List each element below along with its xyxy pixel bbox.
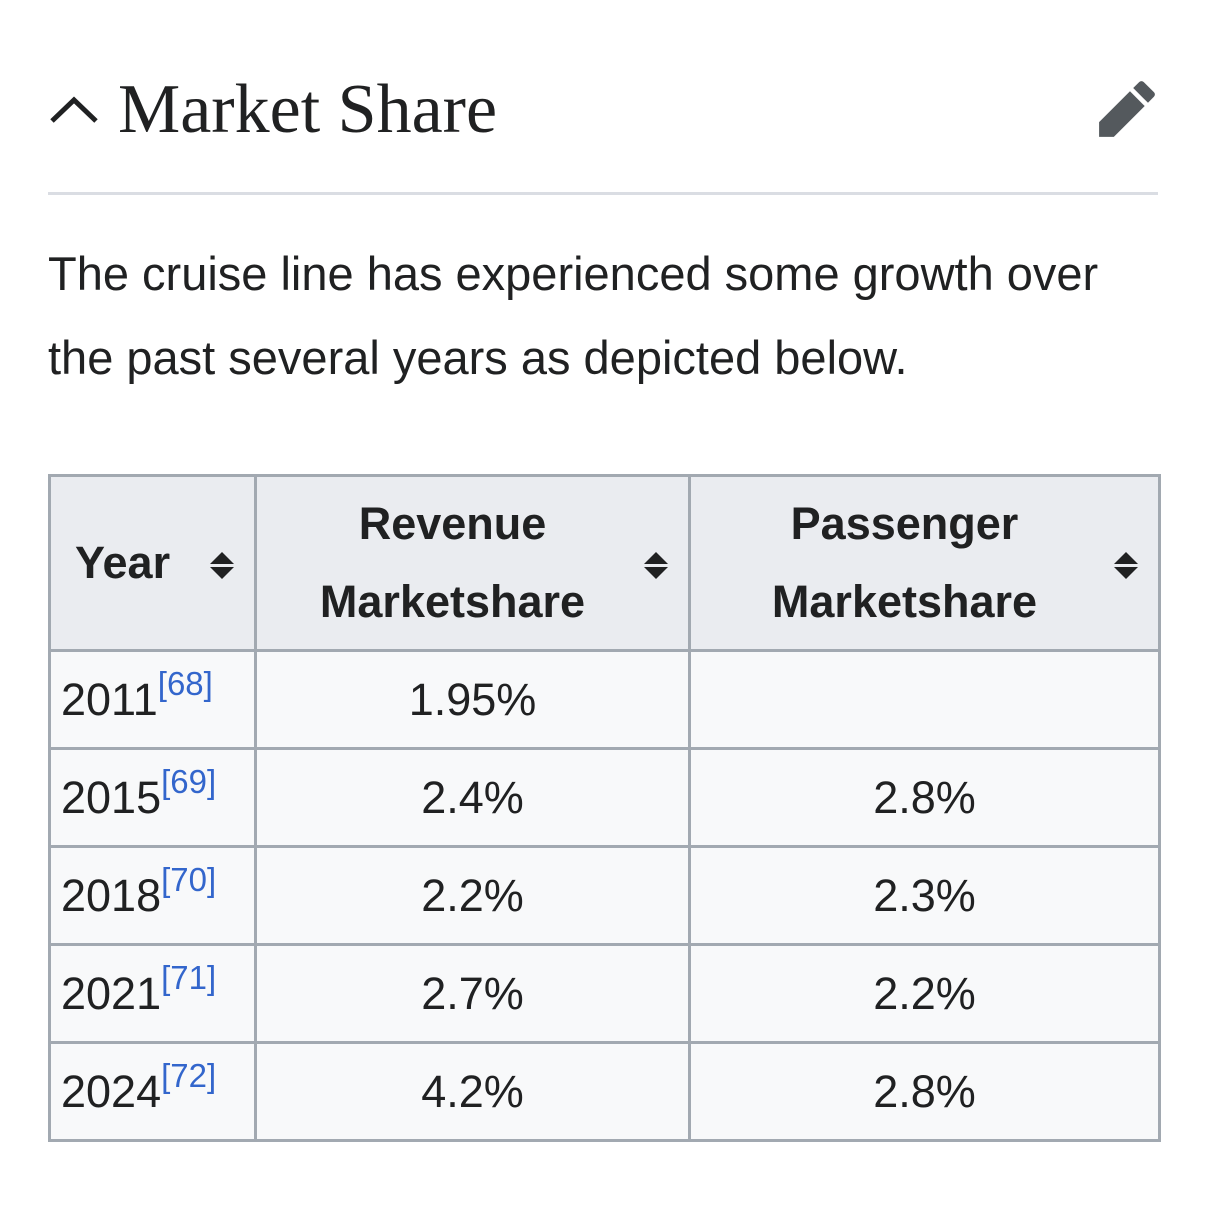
year-value: 2021 xyxy=(61,967,162,1019)
pencil-icon xyxy=(1099,81,1155,137)
market-share-table: Year Revenue Marketshare Passenger Marke… xyxy=(48,474,1161,1142)
section-title: Market Share xyxy=(118,71,498,148)
passenger-header-label: Passenger Marketshare xyxy=(691,485,1158,641)
year-cell: 2018[70] xyxy=(48,845,257,946)
sort-icon xyxy=(644,549,668,581)
reference-link[interactable]: [68] xyxy=(157,664,213,702)
revenue-cell: 4.2% xyxy=(254,1041,691,1142)
year-value: 2011 xyxy=(61,673,158,725)
table-row: 2015[69] 2.4% 2.8% xyxy=(48,747,1161,848)
year-cell: 2021[71] xyxy=(48,943,257,1044)
passenger-cell: 2.3% xyxy=(688,845,1161,946)
reference-link[interactable]: [69] xyxy=(161,762,217,800)
chevron-up-icon xyxy=(50,96,98,123)
year-column-header[interactable]: Year xyxy=(48,474,257,652)
edit-section-button[interactable] xyxy=(1096,78,1158,140)
passenger-cell: 2.2% xyxy=(688,943,1161,1044)
revenue-header-label: Revenue Marketshare xyxy=(257,485,688,641)
year-cell: 2024[72] xyxy=(48,1041,257,1142)
sort-icon xyxy=(210,549,234,581)
reference-link[interactable]: [71] xyxy=(161,958,217,996)
revenue-cell: 2.2% xyxy=(254,845,691,946)
revenue-header-line2: Marketshare xyxy=(319,576,586,627)
revenue-header-line1: Revenue xyxy=(358,498,547,549)
passenger-header-line2: Marketshare xyxy=(771,576,1038,627)
year-cell: 2011[68] xyxy=(48,649,257,750)
passenger-cell: 2.8% xyxy=(688,1041,1161,1142)
year-value: 2018 xyxy=(61,869,162,921)
passenger-cell xyxy=(688,649,1161,750)
year-cell: 2015[69] xyxy=(48,747,257,848)
year-value: 2024 xyxy=(61,1065,162,1117)
table-row: 2024[72] 4.2% 2.8% xyxy=(48,1041,1161,1142)
passenger-column-header[interactable]: Passenger Marketshare xyxy=(688,474,1161,652)
year-value: 2015 xyxy=(61,771,162,823)
table-row: 2018[70] 2.2% 2.3% xyxy=(48,845,1161,946)
reference-link[interactable]: [70] xyxy=(161,860,217,898)
sort-icon xyxy=(1114,549,1138,581)
year-header-label: Year xyxy=(75,537,171,588)
passenger-cell: 2.8% xyxy=(688,747,1161,848)
revenue-cell: 2.7% xyxy=(254,943,691,1044)
revenue-cell: 1.95% xyxy=(254,649,691,750)
table-row: 2021[71] 2.7% 2.2% xyxy=(48,943,1161,1044)
reference-link[interactable]: [72] xyxy=(161,1056,217,1094)
revenue-cell: 2.4% xyxy=(254,747,691,848)
section-header: Market Share xyxy=(48,60,1158,160)
revenue-column-header[interactable]: Revenue Marketshare xyxy=(254,474,691,652)
table-row: 2011[68] 1.95% xyxy=(48,649,1161,750)
table-header-row: Year Revenue Marketshare Passenger Marke… xyxy=(48,474,1161,652)
intro-paragraph: The cruise line has experienced some gro… xyxy=(48,247,1099,384)
passenger-header-line1: Passenger xyxy=(790,498,1019,549)
collapse-toggle[interactable] xyxy=(48,88,100,132)
section-divider xyxy=(48,192,1158,195)
